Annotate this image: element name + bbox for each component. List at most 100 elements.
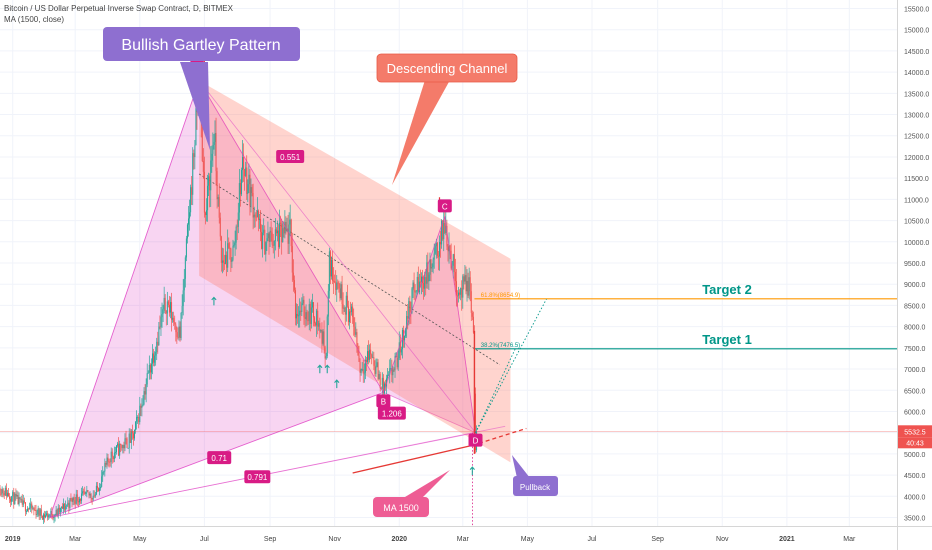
candle-body: [310, 307, 312, 324]
candle-body: [194, 145, 196, 158]
candle-body: [66, 505, 68, 507]
candle-body: [459, 292, 461, 295]
candle-body: [93, 495, 95, 497]
candle-body: [309, 304, 311, 324]
channel-callout-pointer: [392, 80, 450, 185]
candle-body: [384, 383, 386, 387]
price-tick-label: 15500.0: [904, 6, 929, 13]
candle-body: [369, 349, 371, 360]
candle-body: [364, 359, 366, 373]
candle-body: [158, 326, 160, 346]
candle-body: [56, 509, 58, 516]
price-tick-label: 7000.0: [904, 367, 926, 374]
candles: [0, 76, 478, 524]
candle-body: [153, 353, 155, 363]
candle-body: [444, 223, 446, 233]
target-2-label: Target 2: [702, 282, 752, 297]
price-tick-label: 15000.0: [904, 28, 929, 35]
candle-body: [146, 373, 148, 385]
candle-body: [343, 307, 345, 309]
candle-body: [99, 488, 101, 491]
candle-body: [301, 303, 303, 312]
point-d-label: D: [473, 437, 479, 446]
candle-body: [130, 430, 132, 443]
candle-body: [279, 222, 281, 247]
candle-body: [420, 276, 422, 283]
candle-body: [254, 214, 256, 217]
candle-body: [399, 342, 401, 353]
fib-382-label: 38.2%(7476.5): [481, 343, 520, 349]
candle-body: [435, 242, 437, 247]
candle-body: [150, 363, 152, 373]
candle-body: [368, 351, 370, 360]
candle-body: [216, 171, 218, 200]
candle-body: [170, 302, 172, 313]
candle-body: [229, 248, 231, 250]
candle-body: [22, 500, 24, 505]
candle-body: [381, 377, 383, 389]
candle-body: [141, 405, 143, 408]
candle-body: [297, 313, 299, 317]
candle-body: [108, 461, 110, 463]
candle-body: [466, 280, 468, 292]
candle-body: [335, 282, 337, 290]
candle-body: [332, 259, 334, 281]
candle-body: [46, 513, 48, 516]
candle-body: [221, 260, 223, 263]
price-tick-label: 13500.0: [904, 91, 929, 98]
candle-body: [231, 259, 233, 262]
candle-body: [10, 498, 12, 502]
candle-body: [191, 187, 193, 195]
candle-body: [392, 369, 394, 376]
candle-body: [413, 282, 415, 291]
candle-body: [128, 433, 130, 448]
candle-body: [265, 242, 267, 255]
candle-body: [67, 502, 69, 506]
time-tick-label: 2021: [779, 536, 795, 543]
candle-body: [111, 451, 113, 457]
candle-body: [212, 144, 214, 154]
candle-body: [255, 216, 257, 218]
xb-ratio-label: 0.71: [211, 454, 227, 463]
candle-body: [12, 492, 14, 497]
candle-body: [356, 332, 358, 347]
candle-body: [427, 262, 429, 282]
candle-body: [65, 506, 67, 510]
candle-body: [469, 277, 471, 292]
candle-body: [302, 299, 304, 304]
candle-body: [18, 497, 20, 505]
price-tick-label: 11000.0: [904, 197, 929, 204]
price-tick-label: 4000.0: [904, 494, 926, 501]
countdown-text: 40:43: [906, 440, 924, 447]
candle-body: [460, 287, 462, 295]
candle-body: [366, 351, 368, 362]
candle-body: [334, 281, 336, 283]
time-tick-label: Jul: [200, 536, 209, 543]
candle-body: [13, 492, 15, 504]
price-tick-label: 12000.0: [904, 155, 929, 162]
candle-body: [371, 354, 373, 358]
candle-body: [59, 507, 61, 513]
candle-body: [257, 210, 259, 220]
candle-body: [209, 176, 211, 191]
candle-body: [25, 511, 27, 512]
candle-body: [32, 508, 34, 510]
candle-body: [393, 369, 395, 371]
candle-body: [118, 443, 120, 456]
current-price-badge: [898, 425, 932, 438]
candle-body: [467, 280, 469, 296]
candle-body: [407, 316, 409, 319]
candle-body: [292, 272, 294, 281]
candle-body: [276, 230, 278, 234]
xb-ratio-label-bg: [207, 451, 232, 465]
candle-body: [314, 317, 316, 324]
candle-body: [329, 251, 331, 277]
candle-body: [357, 346, 359, 356]
candle-body: [337, 282, 339, 284]
indicator-title: MA (1500, close): [4, 15, 65, 24]
candle-body: [458, 292, 460, 296]
candle-body: [71, 498, 73, 502]
candle-body: [68, 502, 70, 508]
